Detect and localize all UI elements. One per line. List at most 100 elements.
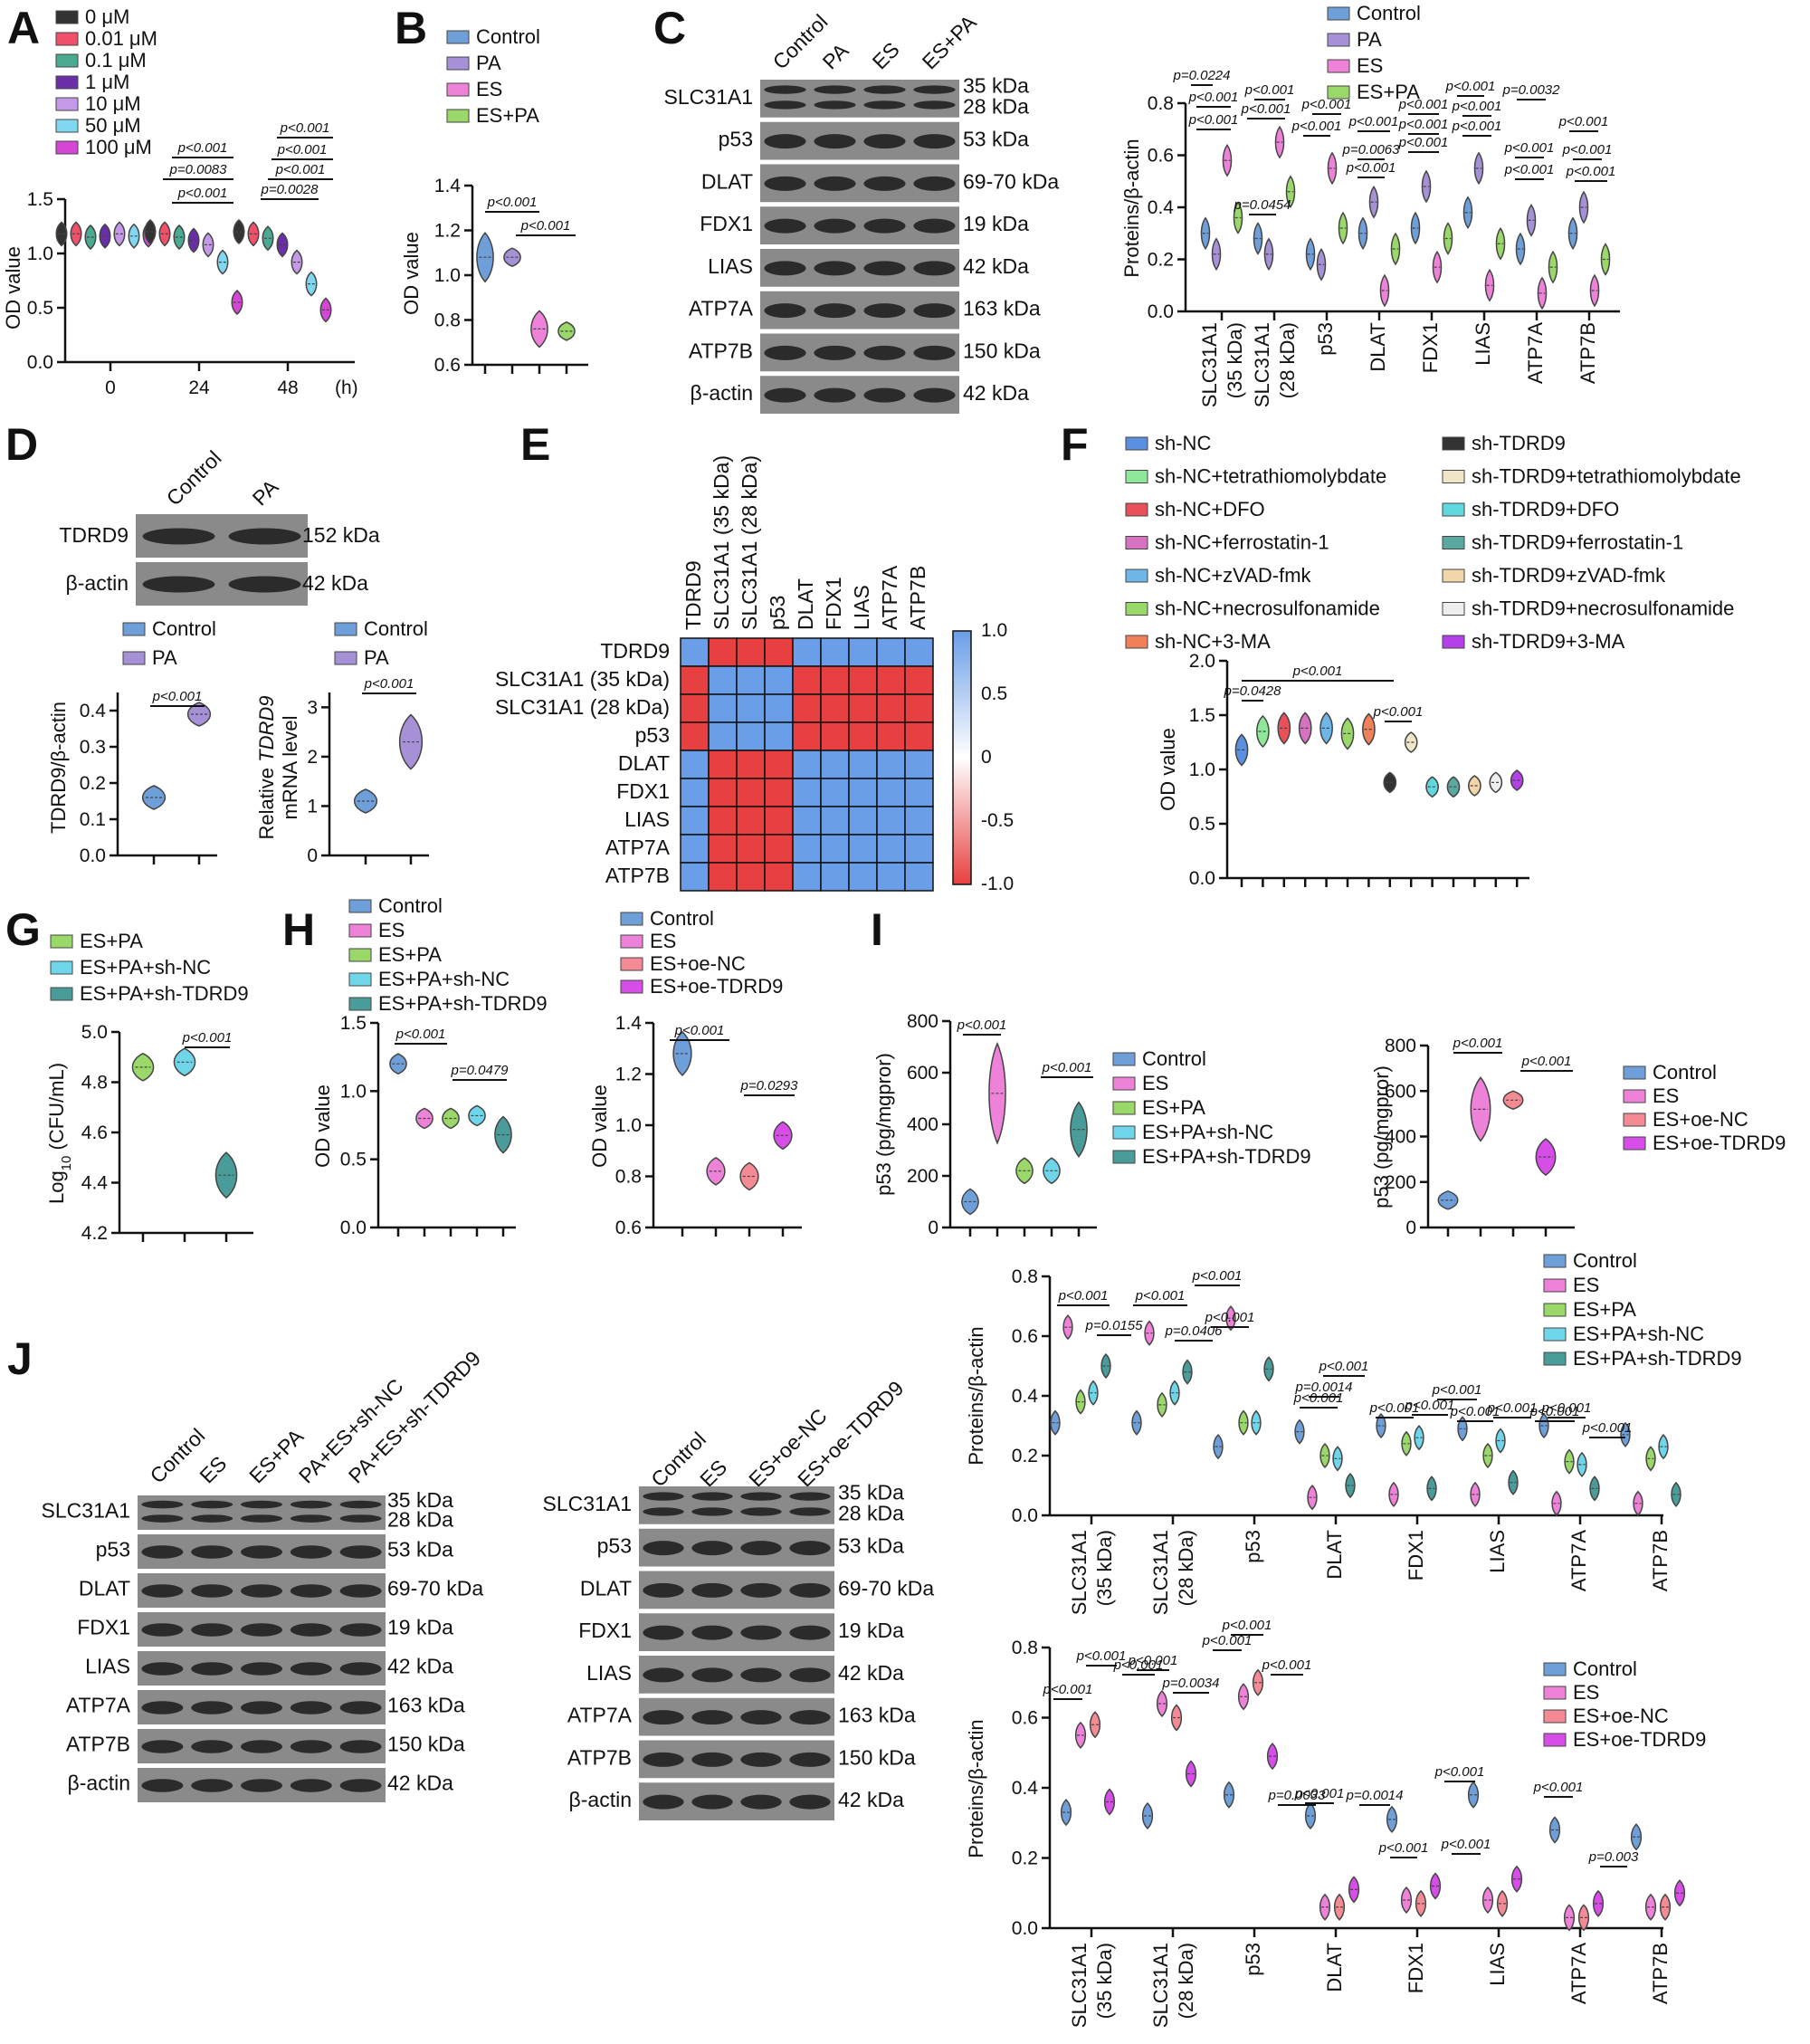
panel-a-legend-item: 10 μM <box>85 92 141 115</box>
panel-e-cell <box>792 693 822 723</box>
panel-e-cell <box>876 665 906 695</box>
panel-h-legend2-swatch <box>620 934 643 949</box>
panel-i-legend2-item: Control <box>1653 1061 1717 1084</box>
panel-c-blot-band <box>863 261 906 276</box>
panel-c-violin <box>1263 237 1274 272</box>
panel-j-blot1-band <box>240 1545 283 1559</box>
panel-g-violin <box>131 1053 155 1082</box>
panel-a-axis-ytick-label: 0.0 <box>27 352 53 373</box>
panel-j1-xcat: DLAT <box>1323 1530 1346 1580</box>
panel-j-violin2 <box>1266 1743 1279 1771</box>
panel-c-violin <box>1537 276 1548 310</box>
panel-f-pval: p=0.0428 <box>1224 683 1282 699</box>
panel-j-blot2-row-label: SLC31A1 <box>543 1492 632 1515</box>
panel-j-axis1-ytick-label: 0.0 <box>1012 1505 1038 1526</box>
panel-j-pval2: p<0.001 <box>1076 1648 1127 1664</box>
panel-e-cell <box>708 637 738 667</box>
panel-j-violin2 <box>1103 1788 1116 1816</box>
panel-e-cell <box>708 834 738 864</box>
panel-g-pval: p<0.001 <box>182 1030 233 1046</box>
panel-j-pval1: p<0.001 <box>1135 1288 1186 1304</box>
panel-j-axis1: 0.0 0.2 0.4 0.6 0.8 <box>1012 1266 1663 1526</box>
panel-c-blot-band <box>764 261 806 276</box>
panel-c-violin <box>1515 232 1526 266</box>
panel-j-violin1 <box>1376 1412 1386 1439</box>
panel-j-blot2-col-label: ES <box>695 1455 731 1491</box>
panel-c-violin <box>1484 268 1495 302</box>
panel-d-axis2: 0 1 2 3 <box>307 692 429 866</box>
panel-h-legend2-item: ES <box>650 930 676 952</box>
panel-i-legend-item: ES+PA+sh-NC <box>1142 1121 1273 1143</box>
panel-c-blot-kda: 69-70 kDa <box>963 169 1059 193</box>
panel-j-blot1-band <box>290 1740 332 1753</box>
panel-d-axis2-ytick-label: 3 <box>307 697 318 718</box>
panel-d-axis2-ytick-label: 1 <box>307 796 318 817</box>
panel-j-blot2-band <box>643 1667 684 1683</box>
panel-j-blot2-kda: 19 kDa <box>838 1619 904 1642</box>
panel-f-legend-right-swatch <box>1442 635 1465 649</box>
panel-j-blot2-row-label: FDX1 <box>578 1619 632 1642</box>
panel-c-violin <box>1233 201 1243 234</box>
panel-j-violin2 <box>1141 1801 1154 1830</box>
panel-j-violin2 <box>1170 1704 1183 1732</box>
panel-e-cell <box>708 778 738 807</box>
panel-f-violin <box>1298 712 1312 745</box>
panel-f-axis-ytick-label: 2.0 <box>1189 651 1215 672</box>
panel-f-legend-left-swatch <box>1125 568 1148 583</box>
panel-c-blot-band <box>814 100 856 110</box>
panel-j-pval1: p<0.001 <box>1582 1420 1633 1436</box>
panel-c-blot-row-label: LIAS <box>708 254 753 278</box>
panel-e-row-label: LIAS <box>624 807 670 831</box>
panel-a-legend-swatch <box>55 75 79 90</box>
panel-c-violin <box>1368 185 1379 219</box>
panel-j-violin1 <box>1088 1380 1099 1406</box>
panel-g-axis-ytick-label: 4.4 <box>81 1173 109 1194</box>
panel-d-col-label: Control <box>162 446 226 511</box>
panel-j2-xcat: FDX1 <box>1405 1943 1427 1993</box>
panel-c-col-label: ES+PA <box>918 10 982 74</box>
panel-b-letter: B <box>395 3 427 53</box>
panel-a-xtick-label: 0 <box>105 377 116 398</box>
panel-i-ylabel2: p53 (pg/mgpror) <box>1370 1065 1393 1208</box>
panel-j-pval2: p<0.001 <box>1378 1840 1429 1856</box>
panel-j-violin2 <box>1333 1893 1346 1921</box>
panel-a-legend-item: 100 μM <box>85 136 152 158</box>
panel-e-cell <box>708 862 738 892</box>
panel-j-violin1 <box>1671 1481 1681 1507</box>
panel-a-violin <box>291 249 303 275</box>
panel-c-violin <box>1432 250 1443 284</box>
panel-j-blot1-row-label: ATP7A <box>66 1694 131 1717</box>
panel-j-violin1 <box>1294 1418 1305 1445</box>
panel-j-ylabel1: Proteins/β-actin <box>965 1326 987 1465</box>
panel-f-legend-left-swatch <box>1125 635 1148 649</box>
panel-j-violin1 <box>1633 1490 1643 1516</box>
panel-e-cell <box>736 750 766 779</box>
panel-c-blot-band <box>764 345 806 360</box>
panel-a-xtick-label: 48 <box>277 377 298 398</box>
panel-j-legend2-item: ES+oe-TDRD9 <box>1573 1728 1706 1751</box>
panel-j-violin1 <box>1144 1320 1155 1346</box>
panel-h-legend-item: Control <box>378 894 443 917</box>
panel-e-cell <box>736 806 766 836</box>
panel-b-legend-item: PA <box>476 52 501 74</box>
panel-d-legend-item: PA <box>152 646 177 669</box>
panel-e-row-label: SLC31A1 (35 kDa) <box>495 667 670 691</box>
panel-j-blot1-band <box>141 1623 184 1637</box>
panel-c-blot-band <box>814 218 856 234</box>
panel-c-legend-swatch <box>1327 33 1350 47</box>
panel-j-pval1: p<0.001 <box>1529 1404 1580 1419</box>
panel-d-blot-band <box>228 528 301 545</box>
panel-e-cell <box>904 665 934 695</box>
panel-j-violin2 <box>1060 1799 1072 1827</box>
panel-b-axis-ytick-label: 1.4 <box>434 176 462 196</box>
panel-f-violin <box>1319 712 1333 745</box>
panel-c-xcat: p53 <box>1314 322 1337 356</box>
panel-h-legend-swatch <box>348 972 372 987</box>
panel-j-legend1-item: ES+PA+sh-TDRD9 <box>1573 1347 1742 1370</box>
panel-c-letter: C <box>653 3 686 53</box>
panel-i-axis2-ytick-label: 0 <box>1405 1218 1416 1238</box>
panel-d-legend2-item: Control <box>364 617 428 640</box>
panel-c-legend-swatch <box>1327 85 1350 100</box>
panel-j-blot1-band <box>290 1623 332 1637</box>
